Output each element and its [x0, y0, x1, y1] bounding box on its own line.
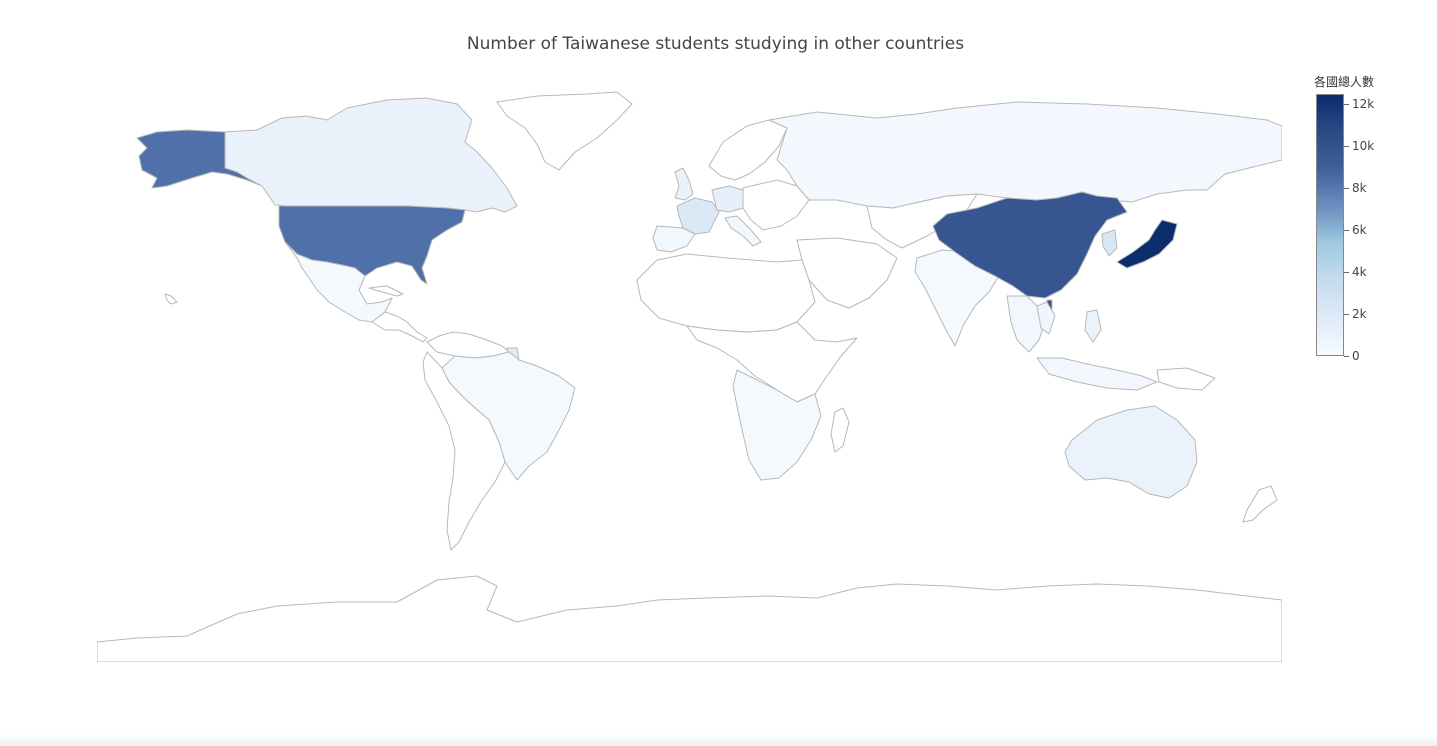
country-mexico[interactable]	[284, 241, 393, 323]
colorbar-tick-label: 8k	[1352, 181, 1367, 196]
country-southern-africa[interactable]	[732, 369, 822, 481]
country-korea[interactable]	[1101, 229, 1118, 257]
country-canada[interactable]	[224, 97, 518, 213]
country-northern-south-america[interactable]	[426, 331, 510, 359]
country-antarctica[interactable]	[97, 575, 1282, 662]
world-map	[97, 90, 1282, 662]
colorbar-tick	[1344, 230, 1349, 232]
country-uk[interactable]	[674, 167, 694, 201]
colorbar-tick	[1344, 188, 1349, 190]
country-greenland[interactable]	[496, 91, 633, 171]
country-scandinavia[interactable]	[708, 119, 788, 181]
colorbar: 各國總人數 12k 10k 8k 6k 4k 2k 0	[1300, 70, 1390, 370]
colorbar-tick-label: 2k	[1352, 307, 1367, 322]
colorbar-tick-label: 10k	[1352, 139, 1375, 154]
colorbar-gradient	[1316, 94, 1344, 356]
country-russia[interactable]	[768, 101, 1282, 209]
country-australia[interactable]	[1064, 405, 1198, 499]
colorbar-tick	[1344, 314, 1349, 316]
colorbar-tick-label: 12k	[1352, 97, 1375, 112]
country-southeast-asia[interactable]	[1006, 295, 1046, 353]
country-indonesia[interactable]	[1036, 357, 1158, 391]
country-central-america[interactable]	[371, 311, 428, 343]
country-philippines[interactable]	[1084, 309, 1102, 343]
country-vietnam[interactable]	[1036, 301, 1056, 335]
country-germany[interactable]	[711, 185, 744, 213]
colorbar-tick	[1344, 104, 1349, 106]
chart-title: Number of Taiwanese students studying in…	[466, 34, 965, 54]
page-bottom-shadow	[0, 734, 1437, 746]
country-france[interactable]	[676, 197, 720, 235]
colorbar-tick-label: 6k	[1352, 223, 1367, 238]
country-italy[interactable]	[724, 215, 762, 247]
country-new-guinea[interactable]	[1156, 367, 1216, 391]
colorbar-tick	[1344, 146, 1349, 148]
country-hawaii[interactable]	[164, 293, 178, 305]
country-north-africa[interactable]	[636, 253, 816, 333]
colorbar-tick	[1344, 356, 1349, 357]
country-eastern-europe[interactable]	[742, 179, 810, 231]
country-andes[interactable]	[422, 351, 506, 551]
country-cuba[interactable]	[368, 285, 404, 297]
country-central-africa[interactable]	[686, 321, 858, 403]
colorbar-title: 各國總人數	[1314, 75, 1375, 89]
country-china[interactable]	[932, 191, 1128, 299]
country-madagascar[interactable]	[830, 407, 850, 453]
country-new-zealand[interactable]	[1242, 485, 1278, 523]
colorbar-tick-label: 4k	[1352, 265, 1367, 280]
country-japan[interactable]	[1116, 219, 1178, 269]
colorbar-tick	[1344, 272, 1349, 274]
colorbar-tick-label: 0	[1352, 349, 1360, 363]
country-iberia[interactable]	[652, 225, 696, 253]
